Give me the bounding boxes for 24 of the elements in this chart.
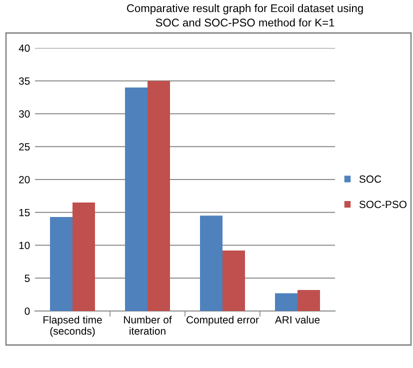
y-tick-label: 15 [19,208,30,216]
y-tick-label: 40 [18,44,30,52]
bar [200,216,222,311]
chart-title: Comparative result graph for Ecoil dataset using SOC and SOC-PSO method for K=1 [126,4,363,27]
bar [125,87,148,311]
bar [148,80,170,311]
x-tick-label: ARI value [274,316,320,324]
bar [298,290,320,311]
bar [222,250,245,311]
bar [50,216,72,311]
x-tick-label: Computed error [186,316,259,326]
y-tick-label: 25 [19,143,30,150]
y-tick-label: 35 [18,77,30,85]
y-tick-label: 30 [18,110,30,118]
y-tick-label: 0 [24,308,30,315]
x-tick-label: Flapsed time (seconds) [44,316,102,337]
bar [72,202,95,311]
x-tick-label: Number of iteration [124,316,172,335]
y-tick-label: 5 [24,274,30,282]
legend-label: SOC-PSO [359,200,406,208]
legend-label: SOC [359,175,382,183]
y-tick-label: 20 [19,176,30,184]
y-tick-label: 10 [19,242,30,250]
bar [275,293,298,311]
